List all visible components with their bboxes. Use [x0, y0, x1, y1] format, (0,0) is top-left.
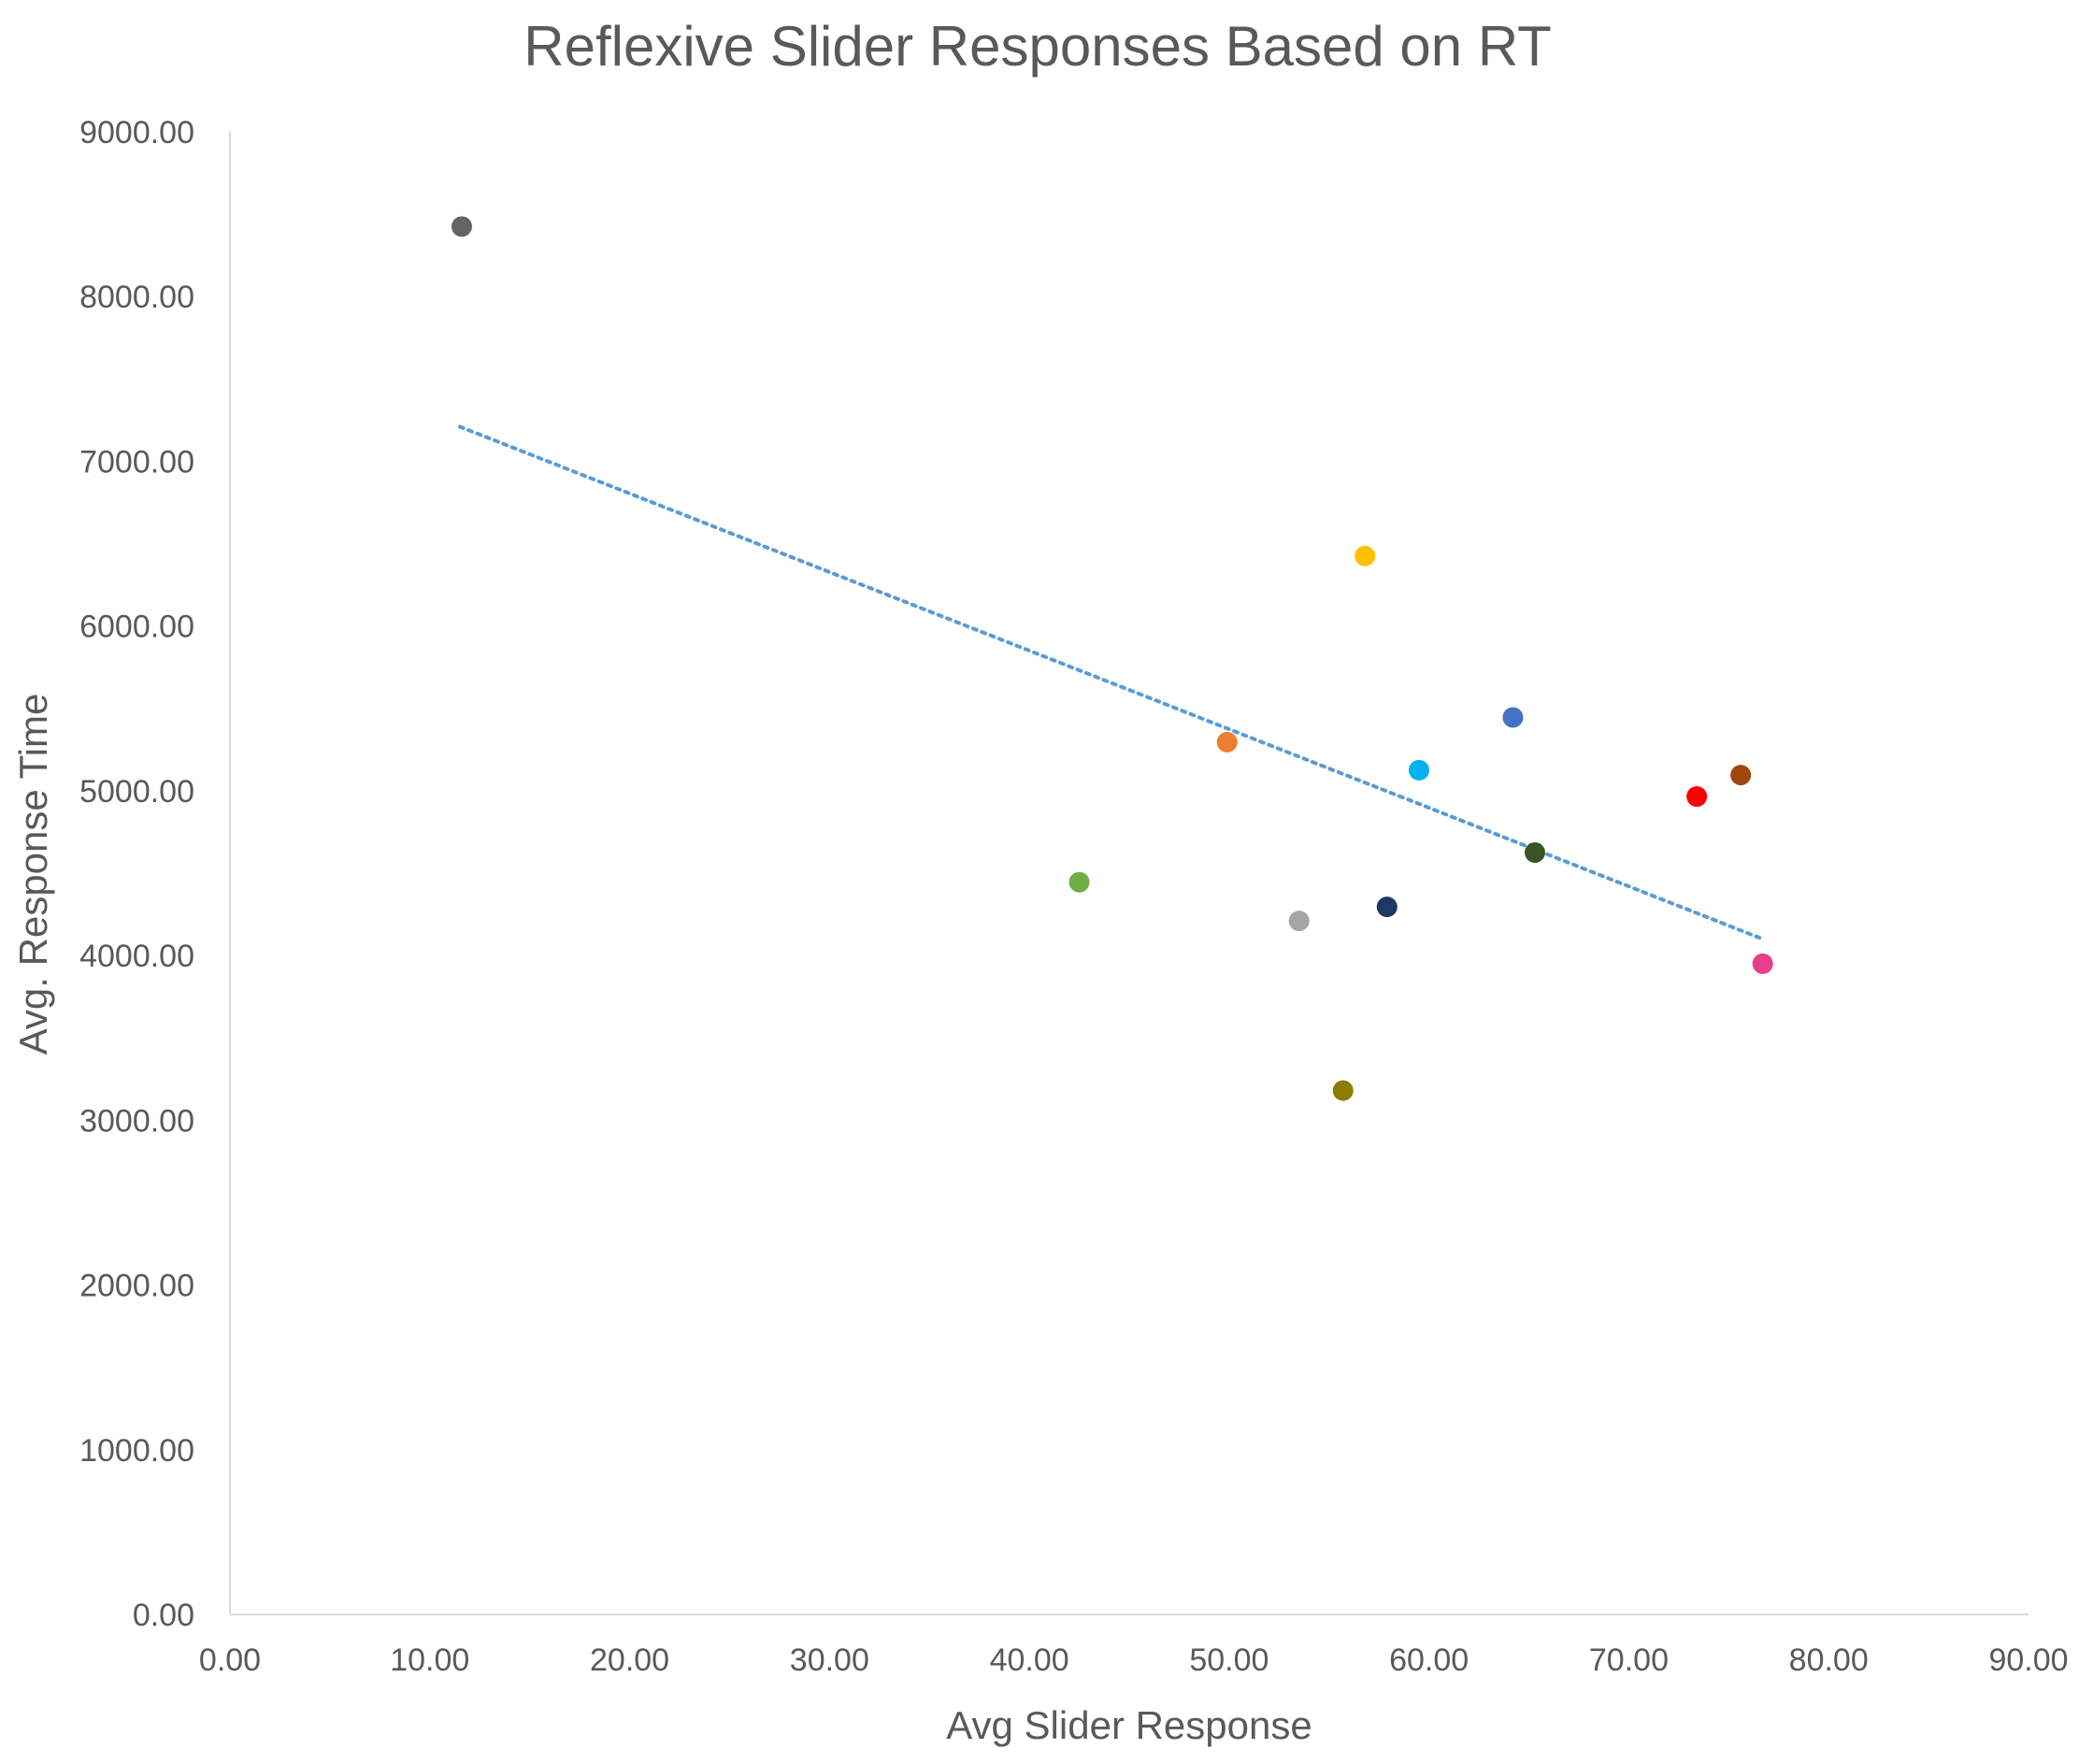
y-tick-label: 9000.00	[79, 115, 194, 151]
y-tick-label: 7000.00	[79, 444, 194, 480]
data-point	[1502, 707, 1524, 728]
y-tick-label: 3000.00	[79, 1103, 194, 1139]
data-point	[1355, 545, 1376, 566]
data-point	[451, 216, 472, 237]
y-tick-label: 6000.00	[79, 610, 194, 645]
x-tick-label: 10.00	[390, 1642, 469, 1678]
x-tick-label: 80.00	[1789, 1642, 1869, 1678]
chart-title: Reflexive Slider Responses Based on RT	[523, 15, 1551, 78]
data-point	[1730, 765, 1752, 786]
data-point	[1752, 953, 1773, 974]
data-point	[1288, 911, 1310, 932]
x-tick-label: 60.00	[1389, 1642, 1469, 1678]
x-axis-title: Avg Slider Response	[946, 1703, 1312, 1747]
x-tick-label: 40.00	[990, 1642, 1069, 1678]
x-tick-label: 70.00	[1589, 1642, 1669, 1678]
x-tick-label: 20.00	[590, 1642, 669, 1678]
trendline	[457, 424, 1765, 941]
y-tick-label: 5000.00	[79, 774, 194, 810]
y-tick-label: 8000.00	[79, 280, 194, 315]
data-points	[451, 216, 1773, 1101]
x-tick-label: 0.00	[199, 1642, 261, 1678]
y-tick-label: 4000.00	[79, 939, 194, 974]
data-point	[1376, 896, 1398, 918]
x-tick-label: 30.00	[790, 1642, 869, 1678]
y-tick-label: 0.00	[133, 1598, 194, 1633]
y-tick-label: 1000.00	[79, 1433, 194, 1469]
data-point	[1686, 786, 1708, 808]
data-point	[1332, 1080, 1354, 1101]
x-tick-labels: 0.00 10.00 20.00 30.00 40.00 50.00 60.00 70.00 8…	[199, 1642, 2069, 1678]
data-point	[1216, 731, 1238, 753]
data-point	[1068, 871, 1090, 893]
y-tick-labels: 0.00 1000.00 2000.00 3000.00 4000.00 5000.00 6…	[79, 115, 194, 1633]
x-tick-label: 50.00	[1189, 1642, 1269, 1678]
y-axis-title: Avg. Response Time	[11, 694, 55, 1055]
data-point	[1524, 841, 1545, 863]
data-point	[1408, 759, 1429, 781]
x-tick-label: 90.00	[1988, 1642, 2068, 1678]
y-tick-label: 2000.00	[79, 1269, 194, 1304]
